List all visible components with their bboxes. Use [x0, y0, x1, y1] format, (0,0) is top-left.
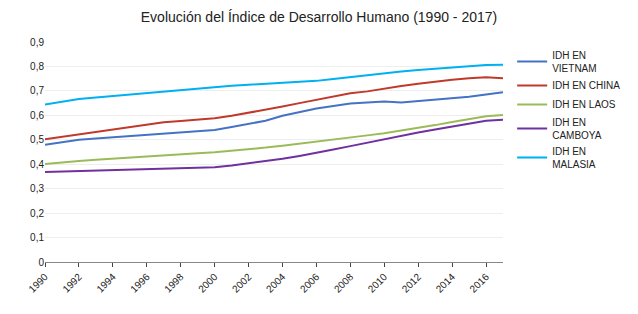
svg-text:2004: 2004	[264, 271, 288, 295]
svg-text:0,2: 0,2	[30, 208, 44, 219]
svg-text:1994: 1994	[94, 271, 118, 295]
svg-text:IDH ENCAMBOYA: IDH ENCAMBOYA	[552, 117, 602, 141]
svg-text:0,7: 0,7	[30, 85, 44, 96]
svg-text:2010: 2010	[366, 271, 390, 295]
svg-text:0,3: 0,3	[30, 183, 44, 194]
svg-text:Evolución del Índice de Desarr: Evolución del Índice de Desarrollo Human…	[141, 9, 497, 25]
svg-text:2012: 2012	[400, 271, 424, 295]
svg-text:0,5: 0,5	[30, 134, 44, 145]
svg-text:2002: 2002	[230, 271, 254, 295]
svg-text:1998: 1998	[162, 271, 186, 295]
svg-text:2008: 2008	[332, 271, 356, 295]
svg-text:IDH ENVIETNAM: IDH ENVIETNAM	[552, 50, 596, 74]
svg-text:2016: 2016	[467, 271, 491, 295]
svg-text:0,1: 0,1	[30, 232, 44, 243]
svg-text:0,6: 0,6	[30, 110, 44, 121]
svg-text:IDH ENMALASIA: IDH ENMALASIA	[552, 146, 596, 170]
svg-text:1992: 1992	[60, 271, 84, 295]
svg-text:2014: 2014	[434, 271, 458, 295]
svg-text:IDH EN CHINA: IDH EN CHINA	[552, 80, 620, 91]
svg-text:0: 0	[38, 257, 44, 268]
svg-text:1990: 1990	[26, 271, 50, 295]
svg-text:2006: 2006	[298, 271, 322, 295]
svg-text:0,8: 0,8	[30, 61, 44, 72]
svg-text:IDH EN LAOS: IDH EN LAOS	[552, 99, 616, 110]
svg-text:0,9: 0,9	[30, 37, 44, 48]
svg-text:1996: 1996	[128, 271, 152, 295]
svg-text:2000: 2000	[196, 271, 220, 295]
svg-text:0,4: 0,4	[30, 159, 44, 170]
